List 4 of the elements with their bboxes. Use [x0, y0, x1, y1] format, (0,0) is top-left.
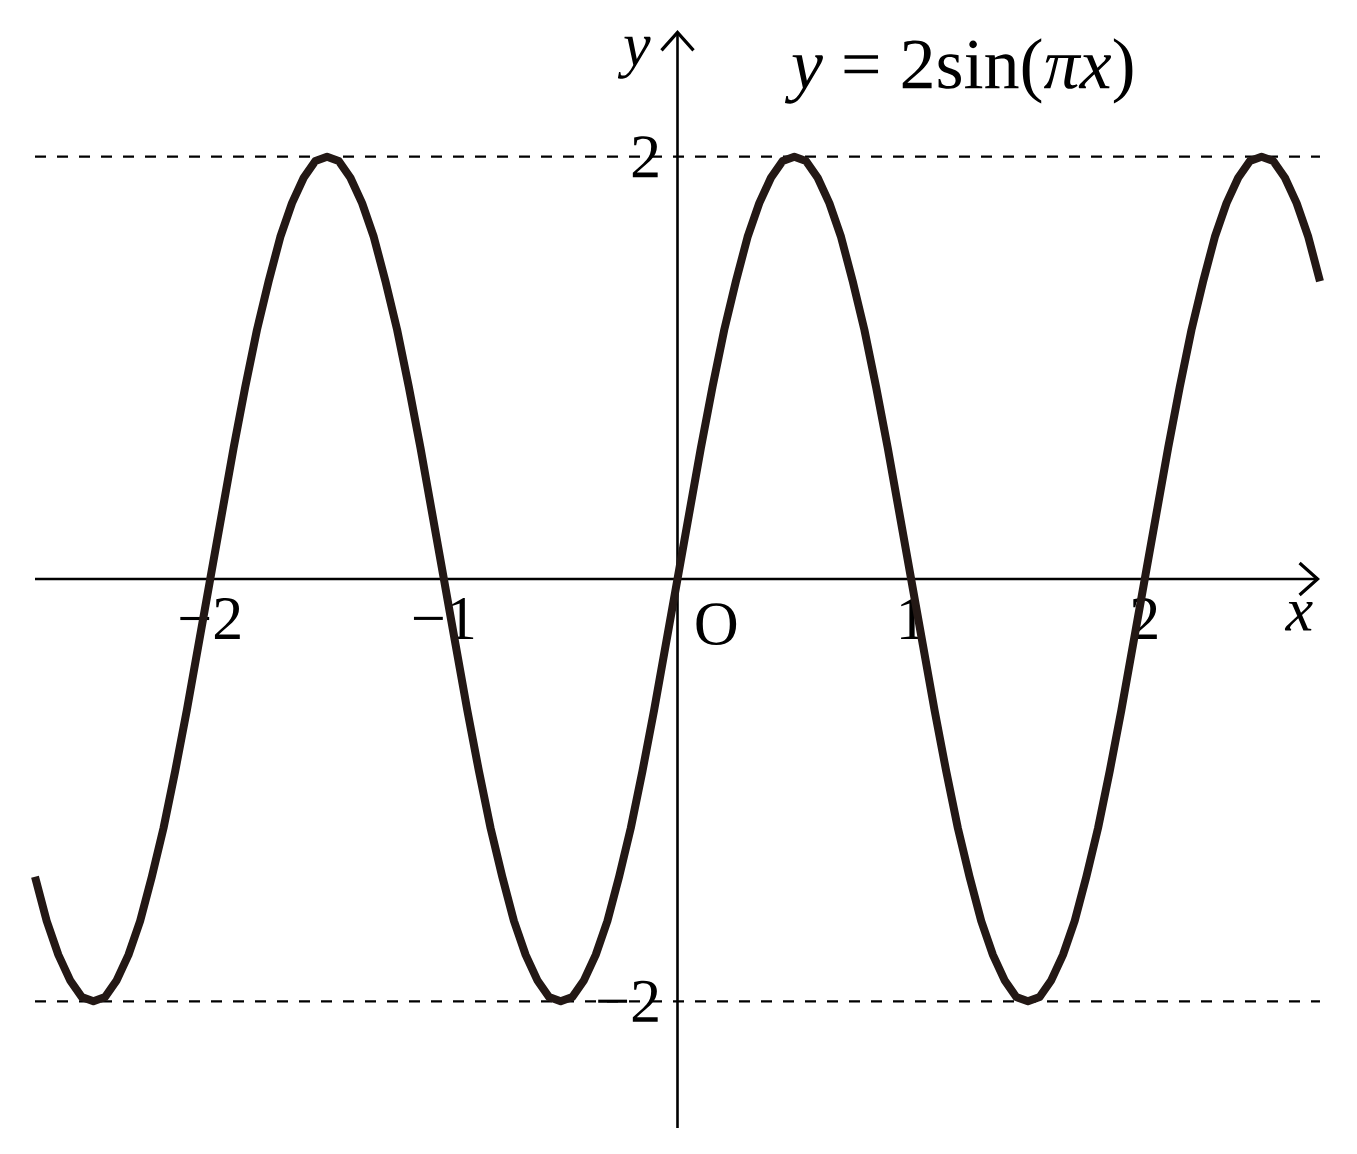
series-label: y = 2sin(πx)	[784, 38, 1133, 104]
annotation: O	[696, 603, 737, 646]
x-axis-title: x	[1284, 601, 1313, 631]
y-axis-title: y	[617, 36, 651, 79]
